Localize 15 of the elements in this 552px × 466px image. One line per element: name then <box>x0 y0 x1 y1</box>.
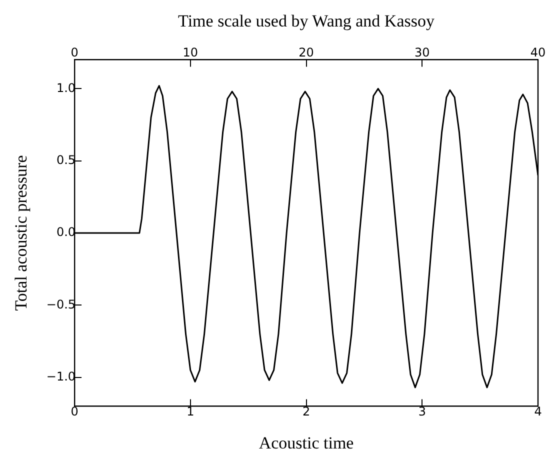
y-axis-title: Total acoustic pressure <box>12 155 31 311</box>
x2-tick-label: 20 <box>298 46 314 60</box>
x2-axis-title: Time scale used by Wang and Kassoy <box>178 12 435 31</box>
x-tick-label: 0 <box>70 404 78 419</box>
x2-tick-label: 10 <box>182 46 198 60</box>
x-tick-label: 1 <box>186 404 194 419</box>
x2-tick-label: 30 <box>414 46 430 60</box>
x-tick-label: 3 <box>418 404 426 419</box>
x-tick-label: 4 <box>534 404 542 419</box>
y-tick-label: 0.5 <box>56 152 76 167</box>
y-tick-label: −0.5 <box>46 297 76 312</box>
x-axis-title: Acoustic time <box>258 433 354 452</box>
x-tick-label: 2 <box>302 404 310 419</box>
x2-tick-label: 40 <box>530 46 546 60</box>
x2-tick-label: 0 <box>70 46 78 60</box>
